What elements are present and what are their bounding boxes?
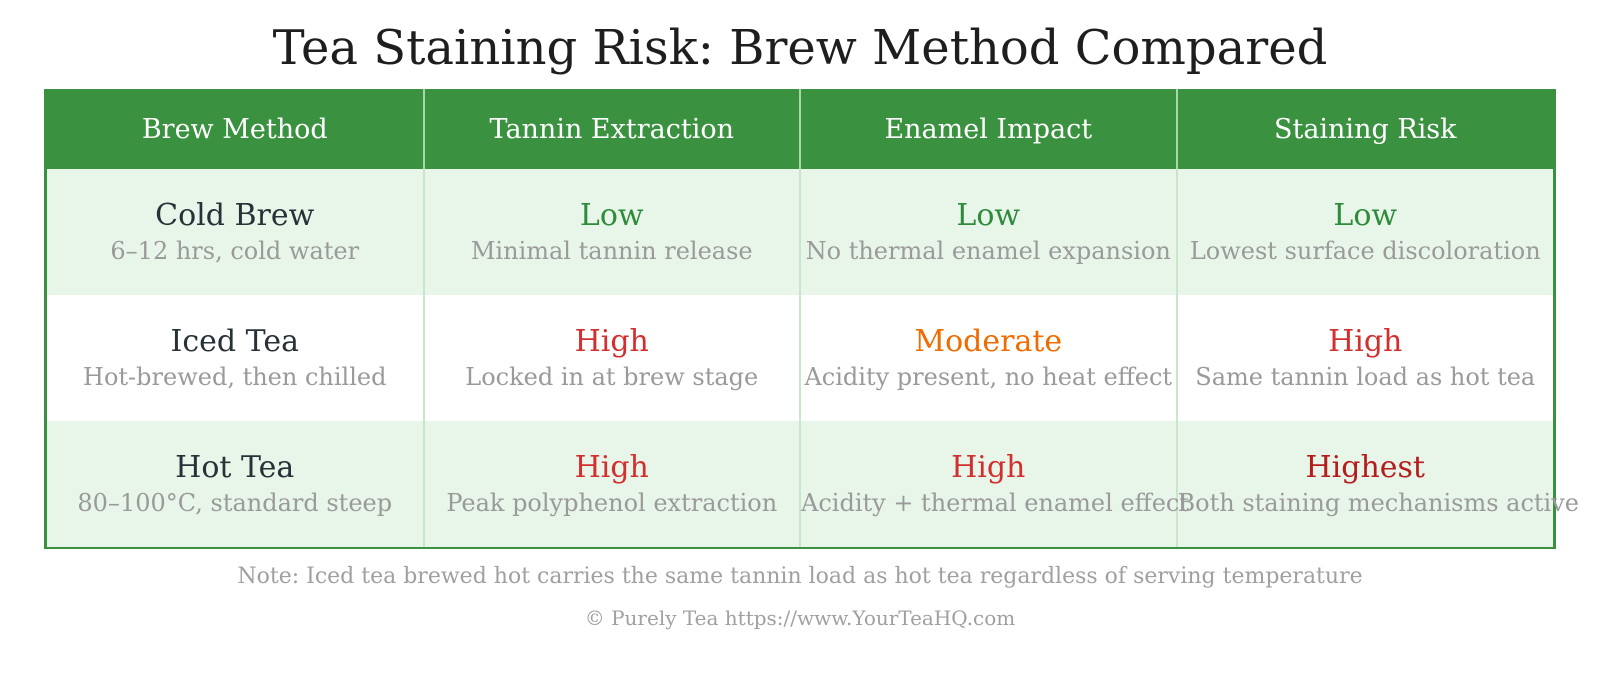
risk-cell: High Same tannin load as hot tea	[1175, 295, 1553, 421]
method-cell: Iced Tea Hot-brewed, then chilled	[47, 295, 424, 421]
tannin-cell: High Locked in at brew stage	[422, 295, 800, 421]
tannin-level: High	[574, 324, 649, 359]
method-cell: Hot Tea 80–100°C, standard steep	[47, 421, 424, 547]
enamel-detail: Acidity present, no heat effect	[804, 363, 1173, 391]
tannin-detail: Locked in at brew stage	[465, 363, 759, 391]
tannin-detail: Minimal tannin release	[470, 237, 753, 265]
tannin-level: High	[574, 450, 649, 485]
method-name: Cold Brew	[155, 198, 315, 233]
enamel-cell: High Acidity + thermal enamel effect	[799, 421, 1189, 547]
risk-level: High	[1328, 324, 1403, 359]
tannin-level: Low	[579, 198, 644, 233]
column-header-tannin-extraction: Tannin Extraction	[422, 89, 800, 169]
column-header-enamel-impact: Enamel Impact	[799, 89, 1177, 169]
tannin-detail: Peak polyphenol extraction	[446, 489, 778, 517]
comparison-table: Brew Method Tannin Extraction Enamel Imp…	[44, 89, 1580, 549]
table-row-iced-tea: Iced Tea Hot-brewed, then chilled High L…	[47, 295, 1553, 421]
table-header-row: Brew Method Tannin Extraction Enamel Imp…	[47, 89, 1553, 169]
risk-detail: Both staining mechanisms active	[1177, 489, 1580, 517]
tannin-cell: Low Minimal tannin release	[422, 169, 800, 295]
footnote: Note: Iced tea brewed hot carries the sa…	[237, 564, 1363, 589]
risk-cell: Low Lowest surface discoloration	[1175, 169, 1553, 295]
table-row-cold-brew: Cold Brew 6–12 hrs, cold water Low Minim…	[47, 169, 1553, 295]
enamel-level: Low	[956, 198, 1021, 233]
risk-cell: Highest Both staining mechanisms active	[1175, 421, 1580, 547]
tannin-cell: High Peak polyphenol extraction	[422, 421, 800, 547]
enamel-level: Moderate	[914, 324, 1063, 359]
method-detail: 80–100°C, standard steep	[77, 489, 393, 517]
risk-level: Low	[1333, 198, 1398, 233]
enamel-cell: Moderate Acidity present, no heat effect	[799, 295, 1177, 421]
column-header-brew-method: Brew Method	[47, 89, 424, 169]
enamel-cell: Low No thermal enamel expansion	[799, 169, 1177, 295]
column-header-staining-risk: Staining Risk	[1175, 89, 1553, 169]
method-name: Hot Tea	[175, 450, 295, 485]
table-row-hot-tea: Hot Tea 80–100°C, standard steep High Pe…	[47, 421, 1580, 547]
method-detail: 6–12 hrs, cold water	[110, 237, 360, 265]
enamel-level: High	[951, 450, 1026, 485]
method-cell: Cold Brew 6–12 hrs, cold water	[47, 169, 424, 295]
enamel-detail: Acidity + thermal enamel effect	[801, 489, 1189, 517]
risk-detail: Lowest surface discoloration	[1189, 237, 1541, 265]
credit-line: © Purely Tea https://www.YourTeaHQ.com	[584, 606, 1016, 630]
risk-level: Highest	[1305, 450, 1426, 485]
page-title: Tea Staining Risk: Brew Method Compared	[272, 20, 1328, 76]
method-detail: Hot-brewed, then chilled	[83, 363, 387, 391]
method-name: Iced Tea	[170, 324, 299, 359]
risk-detail: Same tannin load as hot tea	[1195, 363, 1536, 391]
enamel-detail: No thermal enamel expansion	[805, 237, 1171, 265]
